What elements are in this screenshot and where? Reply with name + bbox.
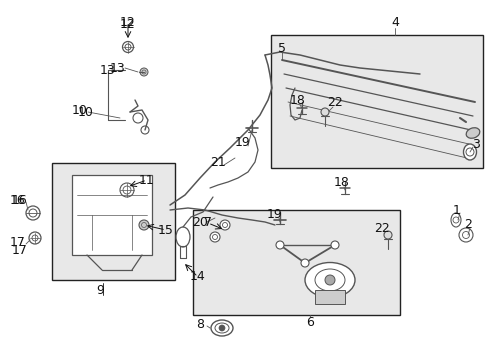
Bar [52,163,175,280]
Text: 10: 10 [72,104,88,117]
Circle shape [140,68,148,76]
Circle shape [219,325,224,331]
Circle shape [209,232,220,242]
Text: 16: 16 [10,194,26,207]
Circle shape [275,241,284,249]
Text: 22: 22 [373,221,389,234]
Ellipse shape [465,128,479,138]
Text: 17: 17 [12,243,28,256]
Text: 19: 19 [235,135,250,148]
Text: 12: 12 [120,15,136,28]
Bar [72,175,152,255]
Text: 13: 13 [110,62,125,75]
Text: 22: 22 [326,95,342,108]
Circle shape [220,220,229,230]
Text: 10: 10 [78,105,94,118]
Ellipse shape [176,227,190,247]
Text: 11: 11 [139,174,155,186]
Circle shape [26,206,40,220]
Text: 4: 4 [390,15,398,28]
Ellipse shape [305,262,354,297]
Text: 9: 9 [96,284,104,297]
Text: 18: 18 [333,175,349,189]
Text: 2: 2 [463,219,471,231]
Text: 14: 14 [190,270,205,284]
Text: 5: 5 [278,41,285,54]
Circle shape [383,231,391,239]
Circle shape [301,259,308,267]
Bar [314,290,345,304]
Text: 16: 16 [12,194,28,207]
Text: 8: 8 [196,319,203,332]
Circle shape [29,232,41,244]
Text: 7: 7 [203,216,212,230]
Text: 3: 3 [471,139,479,152]
Text: 1: 1 [452,203,460,216]
Circle shape [320,108,328,116]
Text: 19: 19 [266,208,282,221]
Text: 6: 6 [305,315,313,328]
Ellipse shape [463,144,475,160]
Circle shape [122,41,133,53]
Circle shape [325,275,334,285]
Text: 18: 18 [289,94,305,107]
Text: 13: 13 [100,63,116,77]
Text: 21: 21 [210,156,225,168]
Text: 15: 15 [158,224,174,237]
Text: 12: 12 [120,18,136,31]
Circle shape [458,228,472,242]
Text: 17: 17 [10,235,26,248]
Ellipse shape [450,213,460,227]
Bar [193,210,399,315]
Text: 20: 20 [192,216,207,229]
Circle shape [139,220,149,230]
Ellipse shape [210,320,232,336]
Circle shape [330,241,338,249]
Bar [270,35,482,168]
